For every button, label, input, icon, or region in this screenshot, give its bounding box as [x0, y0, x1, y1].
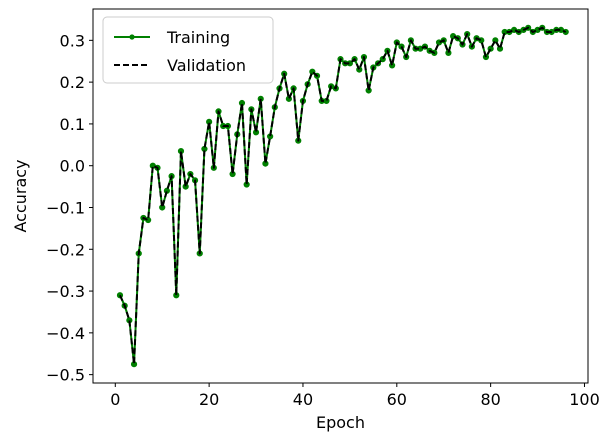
- y-tick-label: −0.5: [46, 366, 85, 385]
- y-tick-label: −0.2: [46, 240, 85, 259]
- x-tick-label: 20: [199, 390, 219, 409]
- y-tick-label: −0.4: [46, 324, 85, 343]
- legend-label-training: Training: [166, 28, 230, 47]
- x-tick-label: 100: [569, 390, 600, 409]
- y-tick-label: 0.2: [60, 73, 85, 92]
- series-layer: [116, 24, 569, 368]
- y-tick-label: 0.1: [60, 115, 85, 134]
- y-axis-ticks: −0.5 −0.4 −0.3 −0.2 −0.1 0.0 0.1 0.2 0.3: [46, 31, 93, 385]
- legend-item-validation: Validation: [114, 56, 246, 75]
- x-tick-label: 40: [293, 390, 313, 409]
- x-tick-label: 60: [387, 390, 407, 409]
- axes-frame: [92, 8, 589, 384]
- legend: Training Validation: [102, 16, 274, 84]
- x-axis-ticks: 0 20 40 60 80 100: [110, 383, 600, 409]
- legend-box: [102, 16, 274, 84]
- y-tick-label: −0.3: [46, 282, 85, 301]
- y-axis-label: Accuracy: [11, 159, 30, 232]
- legend-marker-training: [129, 34, 135, 40]
- legend-item-training: Training: [114, 28, 230, 47]
- y-tick-label: 0.3: [60, 31, 85, 50]
- y-tick-label: −0.1: [46, 198, 85, 217]
- legend-label-validation: Validation: [167, 56, 246, 75]
- x-tick-label: 80: [480, 390, 500, 409]
- y-tick-label: 0.0: [60, 157, 85, 176]
- x-tick-label: 0: [110, 390, 120, 409]
- x-axis-label: Epoch: [316, 413, 365, 432]
